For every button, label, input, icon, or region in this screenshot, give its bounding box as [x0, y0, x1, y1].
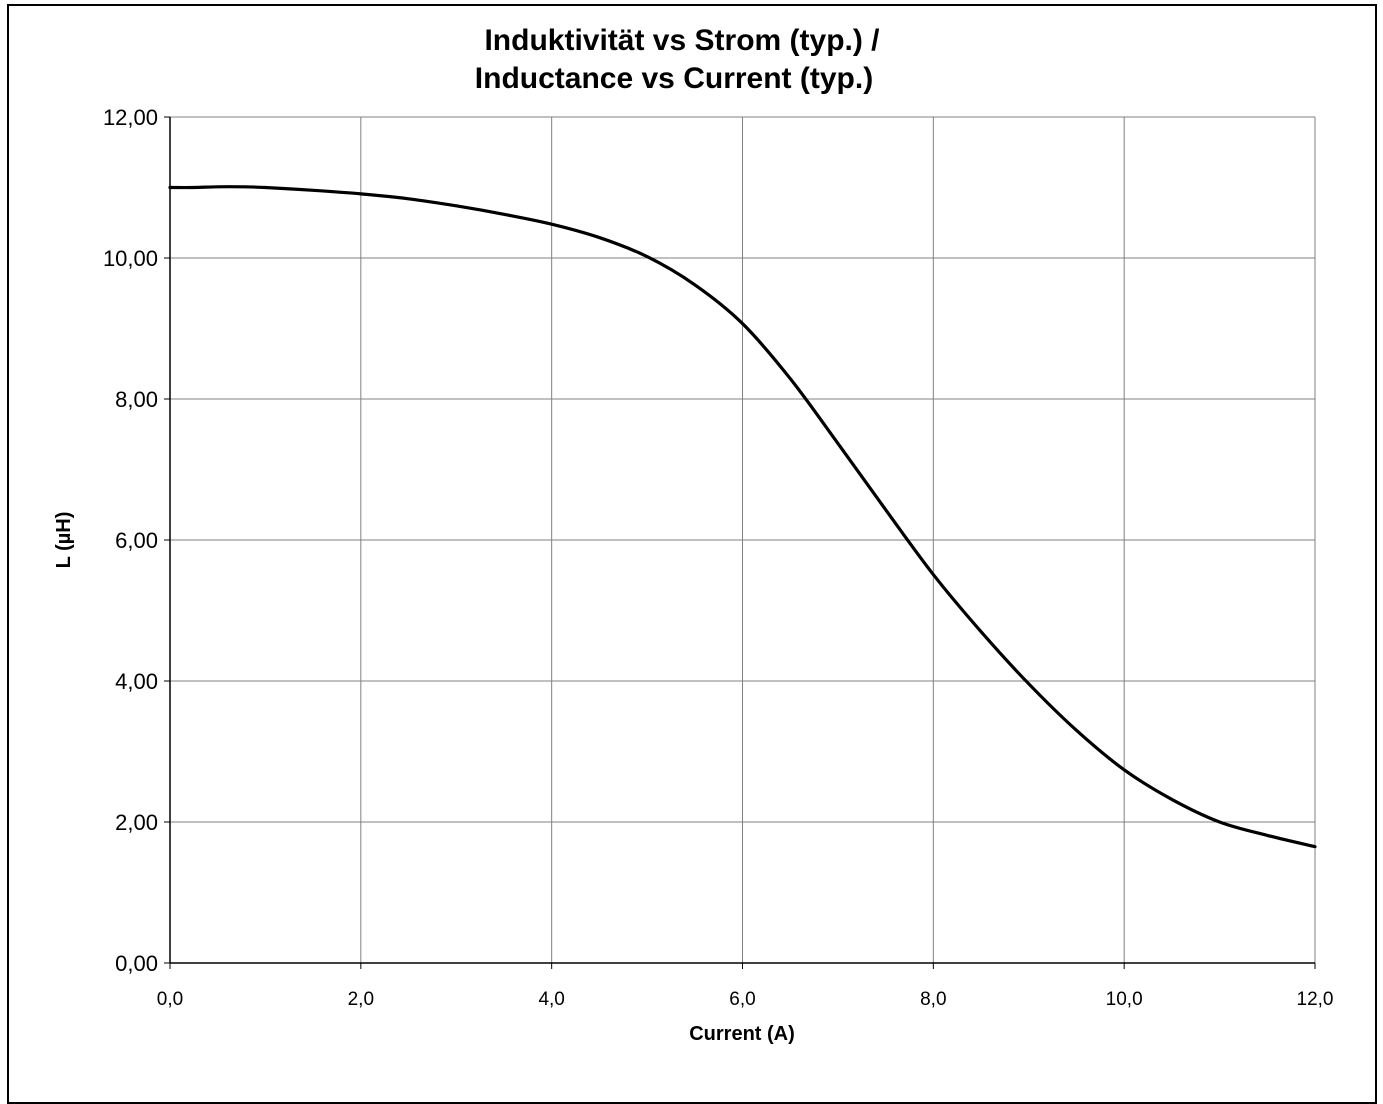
grid	[170, 116, 1316, 963]
x-tick-label: 0,0	[157, 989, 183, 1010]
x-axis-label: Current (A)	[689, 1023, 795, 1045]
y-tick-label: 8,00	[115, 387, 158, 412]
tick-labels: 0,0 2,0 4,0 6,0 8,0 10,0 12,0 0,00 2,00 4,00 6,00 8…	[103, 105, 1334, 1010]
y-tick-label: 12,00	[103, 105, 158, 130]
y-tick-label: 6,00	[115, 528, 158, 553]
axes	[164, 116, 1316, 969]
series-line-0	[168, 185, 1317, 849]
y-tick-label: 4,00	[115, 669, 158, 694]
x-tick-label: 8,0	[920, 989, 946, 1010]
x-tick-label: 2,0	[348, 989, 374, 1010]
x-tick-label: 4,0	[538, 989, 564, 1010]
series-group	[168, 185, 1317, 849]
y-tick-label: 0,00	[115, 951, 158, 976]
y-tick-label: 10,00	[103, 246, 158, 271]
x-tick-label: 6,0	[729, 989, 755, 1010]
chart-title-line2: Inductance vs Current (typ.)	[475, 62, 873, 95]
y-axis-label: L (µH)	[53, 512, 75, 569]
x-tick-label: 12,0	[1297, 989, 1334, 1010]
y-tick-label: 2,00	[115, 810, 158, 835]
x-tick-label: 10,0	[1106, 989, 1143, 1010]
chart-title-line1: Induktivität vs Strom (typ.) /	[484, 24, 880, 57]
